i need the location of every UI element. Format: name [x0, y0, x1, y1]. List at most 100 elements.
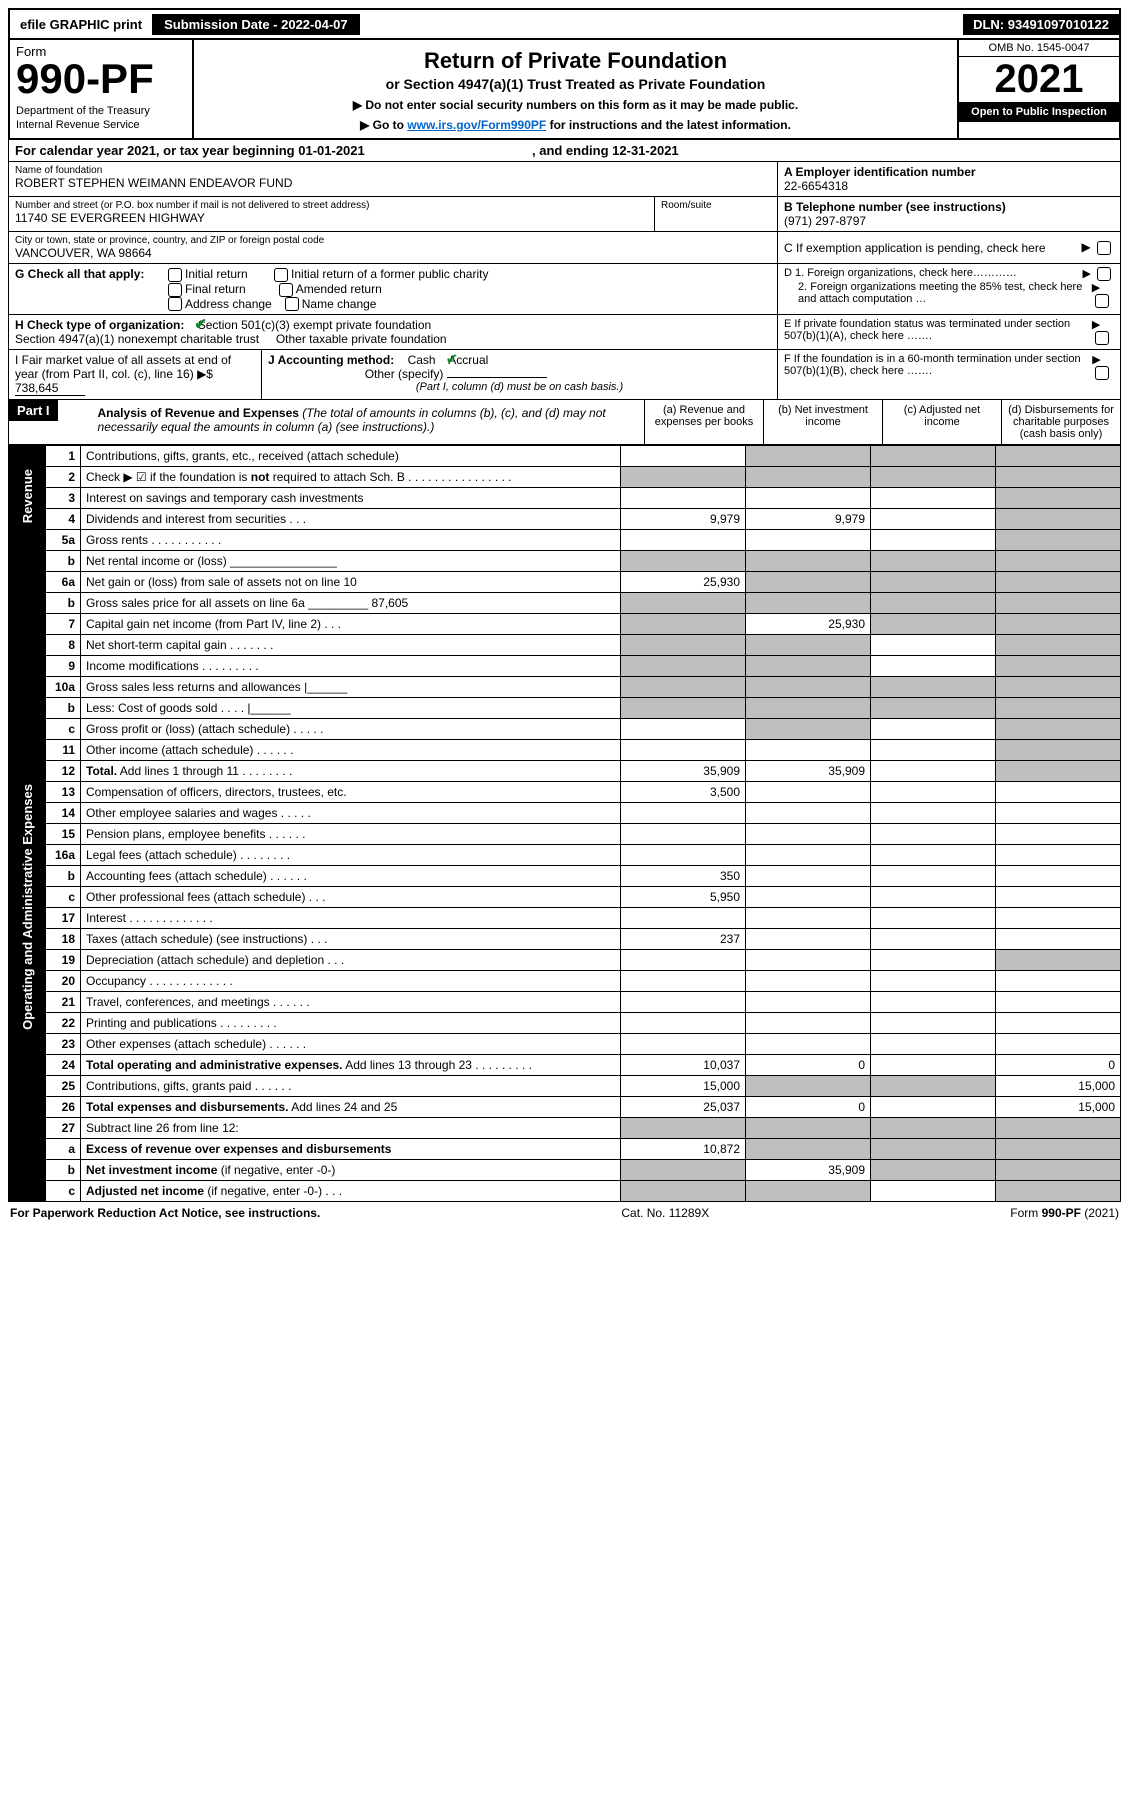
amount-cell [871, 908, 996, 929]
line-desc: Contributions, gifts, grants paid . . . … [81, 1076, 621, 1097]
line-number: 26 [46, 1097, 81, 1118]
amount-cell [996, 488, 1121, 509]
amount-cell [996, 698, 1121, 719]
form-number: 990-PF [16, 55, 186, 103]
amount-cell [621, 908, 746, 929]
amount-cell: 9,979 [621, 509, 746, 530]
part1-header: Part I Analysis of Revenue and Expenses … [8, 400, 1121, 445]
amount-cell [871, 950, 996, 971]
amount-cell: 35,909 [746, 761, 871, 782]
amount-cell [621, 845, 746, 866]
d2-label: 2. Foreign organizations meeting the 85%… [798, 281, 1092, 308]
line-desc: Other expenses (attach schedule) . . . .… [81, 1034, 621, 1055]
amount-cell: 25,930 [621, 572, 746, 593]
line-number: 20 [46, 971, 81, 992]
g-initial-former-checkbox[interactable] [274, 268, 288, 282]
amount-cell [871, 971, 996, 992]
line-number: c [46, 887, 81, 908]
amount-cell: 3,500 [621, 782, 746, 803]
f-checkbox[interactable] [1095, 366, 1109, 380]
g-name-change-checkbox[interactable] [285, 297, 299, 311]
amount-cell [996, 1160, 1121, 1181]
line-desc: Gross sales less returns and allowances … [81, 677, 621, 698]
amount-cell [996, 866, 1121, 887]
c-checkbox[interactable] [1097, 241, 1111, 255]
efile-btn[interactable]: efile GRAPHIC print [10, 14, 154, 35]
line-number: 23 [46, 1034, 81, 1055]
amount-cell [871, 1013, 996, 1034]
line-number: 5a [46, 530, 81, 551]
amount-cell [871, 824, 996, 845]
line-number: b [46, 551, 81, 572]
foundation-name: ROBERT STEPHEN WEIMANN ENDEAVOR FUND [15, 176, 771, 190]
amount-cell [871, 467, 996, 488]
dln: DLN: 93491097010122 [963, 14, 1119, 35]
amount-cell [871, 656, 996, 677]
amount-cell [996, 572, 1121, 593]
phone-label: B Telephone number (see instructions) [784, 200, 1114, 214]
d1-label: D 1. Foreign organizations, check here……… [784, 267, 1017, 281]
amount-cell [746, 803, 871, 824]
line-desc: Total. Add lines 1 through 11 . . . . . … [81, 761, 621, 782]
amount-cell [746, 635, 871, 656]
line-desc: Travel, conferences, and meetings . . . … [81, 992, 621, 1013]
amount-cell [746, 698, 871, 719]
line-number: 9 [46, 656, 81, 677]
j-opt: Cash [408, 353, 436, 367]
g-address-change-checkbox[interactable] [168, 297, 182, 311]
amount-cell: 25,930 [746, 614, 871, 635]
amount-cell [621, 467, 746, 488]
tax-year: 2021 [959, 57, 1119, 102]
line-desc: Interest on savings and temporary cash i… [81, 488, 621, 509]
d2-checkbox[interactable] [1095, 294, 1109, 308]
name-label: Name of foundation [15, 165, 771, 176]
amount-cell [621, 488, 746, 509]
line-desc: Subtract line 26 from line 12: [81, 1118, 621, 1139]
form-title: Return of Private Foundation [200, 48, 951, 74]
line-number: 13 [46, 782, 81, 803]
line-desc: Check ▶ ☑ if the foundation is not requi… [81, 467, 621, 488]
amount-cell [996, 1118, 1121, 1139]
row-name-ein: Name of foundation ROBERT STEPHEN WEIMAN… [8, 162, 1121, 197]
amount-cell [996, 719, 1121, 740]
amount-cell [746, 887, 871, 908]
amount-cell [621, 551, 746, 572]
instr-2: ▶ Go to www.irs.gov/Form990PF for instru… [200, 118, 951, 132]
amount-cell [621, 971, 746, 992]
amount-cell [996, 677, 1121, 698]
amount-cell [746, 971, 871, 992]
amount-cell [996, 971, 1121, 992]
footer-left: For Paperwork Reduction Act Notice, see … [10, 1206, 320, 1220]
amount-cell [996, 614, 1121, 635]
amount-cell [871, 488, 996, 509]
amount-cell [871, 845, 996, 866]
d1-checkbox[interactable] [1097, 267, 1111, 281]
amount-cell [746, 950, 871, 971]
line-desc: Adjusted net income (if negative, enter … [81, 1181, 621, 1202]
amount-cell [621, 698, 746, 719]
line-number: 2 [46, 467, 81, 488]
line-number: 21 [46, 992, 81, 1013]
amount-cell [996, 845, 1121, 866]
amount-cell: 35,909 [746, 1160, 871, 1181]
amount-cell [871, 677, 996, 698]
form-link[interactable]: www.irs.gov/Form990PF [407, 118, 546, 132]
amount-cell [621, 656, 746, 677]
g-initial-return-checkbox[interactable] [168, 268, 182, 282]
amount-cell [621, 1118, 746, 1139]
amount-cell [996, 929, 1121, 950]
g-final-return-checkbox[interactable] [168, 283, 182, 297]
amount-cell [871, 698, 996, 719]
amount-cell [871, 1097, 996, 1118]
amount-cell [746, 677, 871, 698]
e-checkbox[interactable] [1095, 331, 1109, 345]
j-label: J Accounting method: [268, 353, 394, 367]
g-amended-checkbox[interactable] [279, 283, 293, 297]
line-number: 25 [46, 1076, 81, 1097]
line-desc: Compensation of officers, directors, tru… [81, 782, 621, 803]
amount-cell [871, 1055, 996, 1076]
amount-cell [621, 593, 746, 614]
city-value: VANCOUVER, WA 98664 [15, 246, 771, 260]
amount-cell [871, 446, 996, 467]
amount-cell [621, 719, 746, 740]
